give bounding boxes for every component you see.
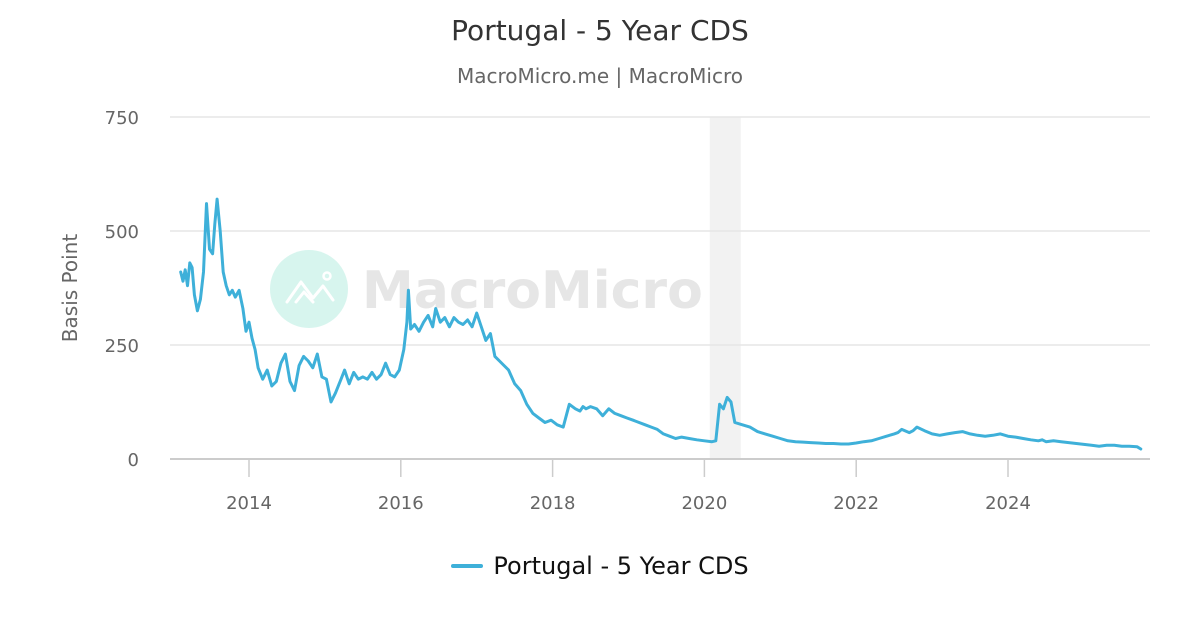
legend-label: Portugal - 5 Year CDS <box>493 552 749 580</box>
watermark: MacroMicro <box>270 250 703 328</box>
legend-swatch-icon <box>451 564 484 568</box>
y-axis-label: Basis Point <box>58 234 82 343</box>
x-tick-label: 2016 <box>378 493 424 514</box>
chart-title: Portugal - 5 Year CDS <box>451 14 749 47</box>
x-tick-label: 2022 <box>833 493 879 514</box>
x-axis: 2014 2016 2018 2020 2022 2024 <box>226 459 1031 514</box>
watermark-text: MacroMicro <box>362 261 703 321</box>
macromicro-logo-icon <box>270 250 348 328</box>
y-tick-label: 250 <box>105 336 139 357</box>
chart-subtitle: MacroMicro.me | MacroMicro <box>457 64 743 88</box>
y-tick-label: 500 <box>105 222 139 243</box>
x-tick-label: 2018 <box>530 493 576 514</box>
grid-lines <box>170 116 1150 460</box>
x-tick-label: 2014 <box>226 493 272 514</box>
legend[interactable]: Portugal - 5 Year CDS <box>0 552 1200 580</box>
series-line-portugal-cds[interactable] <box>179 197 1143 451</box>
y-axis: 0 250 500 750 <box>105 108 139 471</box>
y-tick-label: 750 <box>105 108 139 129</box>
x-tick-label: 2020 <box>681 493 727 514</box>
x-tick-label: 2024 <box>985 493 1031 514</box>
y-tick-label: 0 <box>128 450 139 471</box>
